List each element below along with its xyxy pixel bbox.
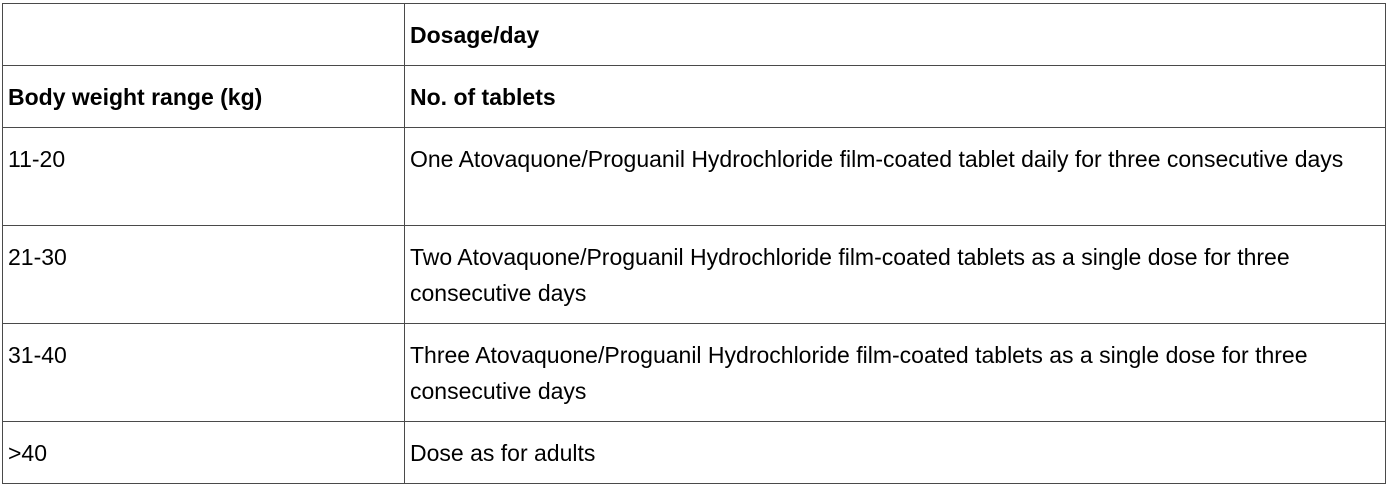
table-row: 31-40 Three Atovaquone/Proguanil Hydroch… [2, 323, 1386, 422]
dose-cell: Dose as for adults [404, 421, 1386, 484]
body-weight-header: Body weight range (kg) [2, 65, 405, 128]
weight-range-cell: 21-30 [2, 225, 405, 324]
table-row: 11-20 One Atovaquone/Proguanil Hydrochlo… [2, 127, 1386, 226]
table-row: >40 Dose as for adults [2, 421, 1386, 484]
dose-cell: Three Atovaquone/Proguanil Hydrochloride… [404, 323, 1386, 422]
dose-cell: Two Atovaquone/Proguanil Hydrochloride f… [404, 225, 1386, 324]
table-row: 21-30 Two Atovaquone/Proguanil Hydrochlo… [2, 225, 1386, 324]
table-header-row-top: Dosage/day [2, 3, 1386, 66]
weight-range-cell: >40 [2, 421, 405, 484]
tablets-header: No. of tablets [404, 65, 1386, 128]
weight-range-cell: 11-20 [2, 127, 405, 226]
dosage-table: Dosage/day Body weight range (kg) No. of… [2, 3, 1386, 484]
empty-header-cell [2, 3, 405, 66]
dosage-per-day-header: Dosage/day [404, 3, 1386, 66]
dose-cell: One Atovaquone/Proguanil Hydrochloride f… [404, 127, 1386, 226]
table-header-row: Body weight range (kg) No. of tablets [2, 65, 1386, 128]
weight-range-cell: 31-40 [2, 323, 405, 422]
